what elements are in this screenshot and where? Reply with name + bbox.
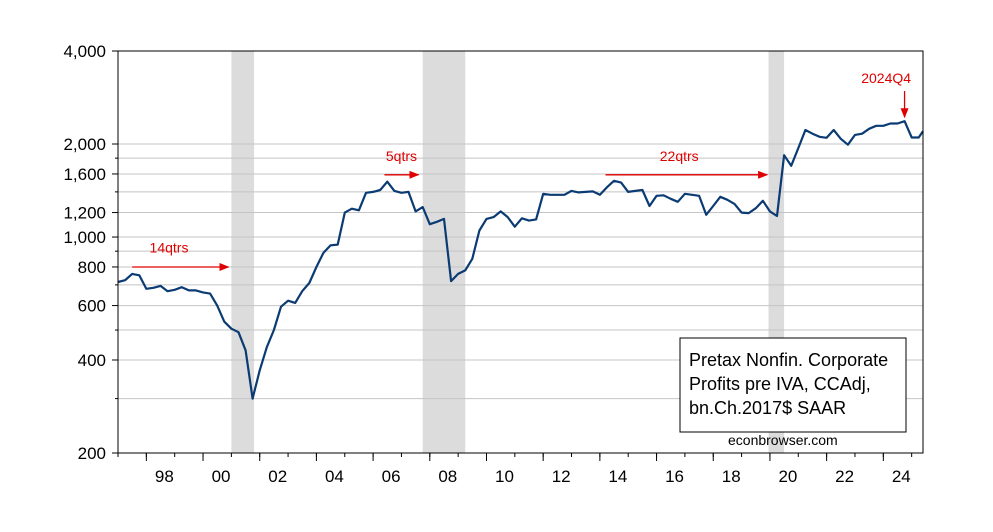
x-tick-label-02: 02 (268, 467, 287, 486)
legend-line-3: bn.Ch.2017$ SAAR (689, 398, 846, 418)
annotation-label-1: 5qtrs (386, 148, 417, 164)
recession-band-1 (422, 51, 466, 453)
legend-line-1: Pretax Nonfin. Corporate (689, 350, 888, 370)
recession-band-0 (231, 51, 255, 453)
x-tick-label-14: 14 (608, 467, 627, 486)
x-tick-label-22: 22 (835, 467, 854, 486)
annotation-label-0: 14qtrs (150, 240, 189, 256)
credit-text: econbrowser.com (728, 432, 838, 448)
y-tick-label-4000: 4,000 (63, 42, 106, 61)
x-tick-label-08: 08 (438, 467, 457, 486)
legend-frame (679, 337, 907, 433)
x-tick-label-12: 12 (552, 467, 571, 486)
x-tick-label-20: 20 (778, 467, 797, 486)
x-tick-label-24: 24 (892, 467, 911, 486)
legend-line-2: Profits pre IVA, CCAdj, (689, 374, 871, 394)
y-tick-label-1000: 1,000 (63, 228, 106, 247)
series-line-0 (117, 120, 924, 400)
x-tick-label-18: 18 (722, 467, 741, 486)
plot-frame (117, 50, 924, 454)
x-tick-label-16: 16 (665, 467, 684, 486)
y-tick-label-800: 800 (78, 258, 106, 277)
x-tick-label-06: 06 (382, 467, 401, 486)
y-axis: 200 400 600 800 1,000 1,200 1,600 2,000 4,000 (63, 42, 118, 463)
annotations: 14qtrs 5qtrs 22qtrs 2024Q4 (132, 70, 911, 271)
annotation-label-3: 2024Q4 (861, 70, 911, 86)
y-tick-label-400: 400 (78, 351, 106, 370)
x-axis: 98 00 02 04 06 08 10 12 14 16 18 20 22 24 (117, 453, 913, 486)
y-tick-label-200: 200 (78, 444, 106, 463)
legend-box: Pretax Nonfin. Corporate Profits pre IVA… (679, 337, 907, 433)
y-tick-label-1600: 1,600 (63, 165, 106, 184)
x-tick-label-98: 98 (155, 467, 174, 486)
x-tick-label-04: 04 (325, 467, 344, 486)
y-tick-label-2000: 2,000 (63, 135, 106, 154)
y-tick-label-1200: 1,200 (63, 204, 106, 223)
series-lines (117, 120, 924, 400)
y-tick-label-600: 600 (78, 297, 106, 316)
x-tick-label-10: 10 (495, 467, 514, 486)
annotation-label-2: 22qtrs (660, 148, 699, 164)
x-tick-label-00: 00 (212, 467, 231, 486)
